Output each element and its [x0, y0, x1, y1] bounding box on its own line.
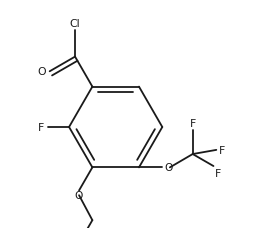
Text: O: O [38, 67, 46, 77]
Text: O: O [164, 163, 173, 173]
Text: Cl: Cl [70, 19, 80, 29]
Text: F: F [215, 168, 221, 178]
Text: F: F [190, 119, 196, 128]
Text: F: F [219, 145, 225, 155]
Text: F: F [37, 122, 44, 132]
Text: O: O [75, 191, 83, 201]
